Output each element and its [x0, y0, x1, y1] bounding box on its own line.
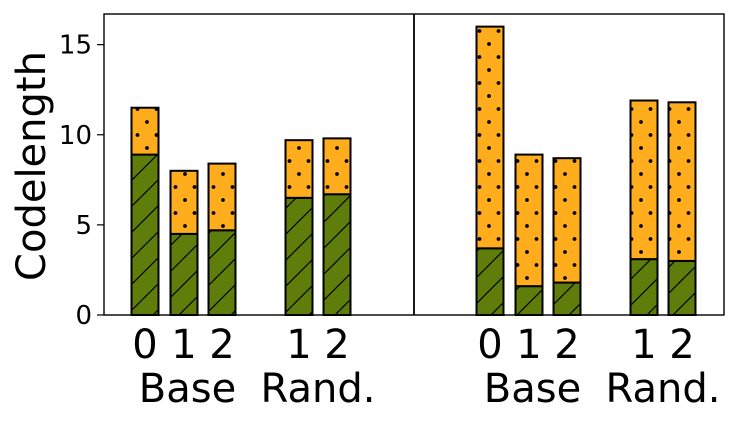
bar-top-dots: [667, 101, 697, 262]
x-tick-label: 1: [631, 322, 656, 368]
group-label: Base: [484, 366, 581, 412]
bar-top-dots: [322, 137, 352, 196]
bar-top-dots: [514, 153, 544, 288]
x-tick-label: 2: [324, 322, 349, 368]
x-tick-label: 1: [516, 322, 541, 368]
x-tick-label: 1: [171, 322, 196, 368]
bar-bottom-hatch: [207, 229, 237, 317]
y-tick-label: 10: [59, 121, 92, 151]
group-label: Base: [139, 366, 236, 412]
y-tick-label: 15: [59, 31, 92, 61]
bar-top-dots: [552, 157, 582, 284]
bars-layer: [130, 25, 697, 317]
bar-bottom-hatch: [475, 247, 505, 316]
x-tick-label: 0: [132, 322, 157, 368]
bar-bottom-hatch: [629, 258, 659, 317]
bar-top-dots: [130, 106, 160, 156]
x-tick-label: 0: [477, 322, 502, 368]
bar-top-dots: [629, 99, 659, 261]
group-label: Rand.: [606, 366, 721, 412]
bar-top-dots: [169, 169, 199, 235]
bar-top-dots: [284, 139, 314, 199]
bar-bottom-hatch: [130, 153, 160, 316]
bar-bottom-hatch: [667, 259, 697, 316]
bar-bottom-hatch: [552, 281, 582, 316]
group-label: Rand.: [261, 366, 376, 412]
bar-bottom-hatch: [322, 193, 352, 316]
y-tick-label: 0: [75, 301, 92, 331]
bar-top-dots: [475, 25, 505, 250]
x-tick-label: 1: [286, 322, 311, 368]
x-tick-label: 2: [554, 322, 579, 368]
bar-bottom-hatch: [284, 196, 314, 316]
axes-layer: [97, 13, 725, 316]
x-tick-label: 2: [209, 322, 234, 368]
y-axis-label: Codelength: [9, 51, 55, 281]
y-tick-label: 5: [75, 211, 92, 241]
bar-bottom-hatch: [514, 285, 544, 317]
bar-top-dots: [207, 162, 237, 232]
x-tick-label: 2: [669, 322, 694, 368]
bar-bottom-hatch: [169, 232, 199, 316]
